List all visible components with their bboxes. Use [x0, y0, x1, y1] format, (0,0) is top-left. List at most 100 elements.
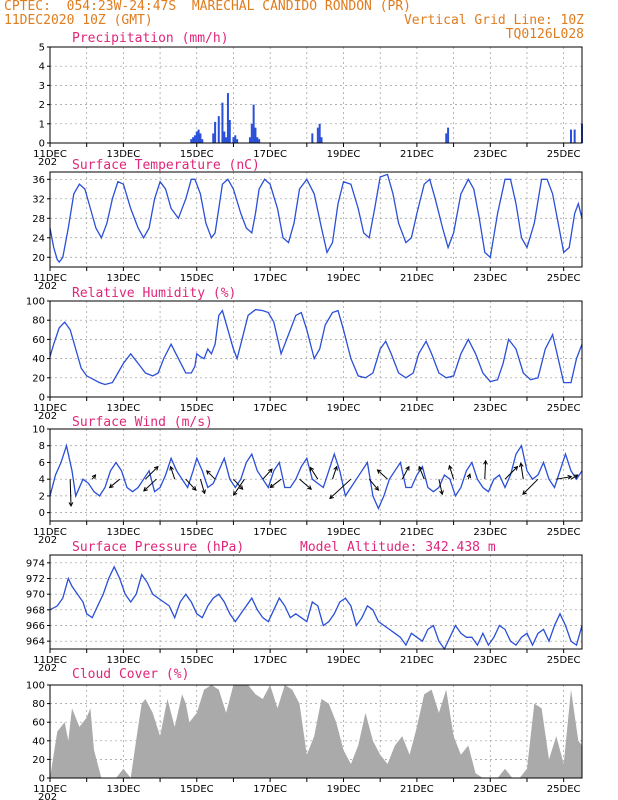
x-tick-label: 21DEC: [400, 527, 434, 538]
x-tick-label: 21DEC: [400, 784, 434, 795]
y-tick-label: 32: [32, 194, 45, 205]
x-tick-label: 11DEC: [33, 655, 67, 666]
panel-5: 0 20 40 60 80 100 11DEC 13DEC 15DEC 17DEC 19DEC 21D…: [26, 667, 583, 800]
x-tick-label: 19DEC: [327, 784, 361, 795]
panel-title: Precipitation (mm/h): [72, 31, 229, 46]
panel-title: Cloud Cover (%): [72, 667, 189, 682]
x-tick-label: 23DEC: [473, 784, 507, 795]
precip-bar: [320, 137, 323, 143]
wind-arrow-head: [483, 459, 488, 465]
y-tick-label: 20: [32, 253, 45, 264]
wind-arrow-head: [153, 465, 159, 471]
x-tick-label: 25DEC: [547, 403, 581, 414]
x-tick-label: 19DEC: [327, 273, 361, 284]
x-tick-label: 15DEC: [180, 784, 214, 795]
y-tick-label: 100: [26, 681, 45, 692]
panel-title: Surface Wind (m/s): [72, 415, 213, 430]
wind-arrow-head: [329, 494, 334, 500]
series-line: [49, 173, 583, 264]
wind-arrow-head: [333, 465, 338, 471]
wind-arrow-shaft: [522, 478, 539, 495]
plot-frame: [49, 428, 583, 522]
wind-arrow-shaft: [438, 479, 443, 495]
y-tick-label: 6: [39, 458, 45, 469]
plot-frame: [49, 46, 583, 144]
precip-bar: [199, 133, 202, 143]
y-tick-label: 80: [32, 699, 45, 710]
x-tick-label: 17DEC: [253, 527, 287, 538]
wind-arrow: [570, 474, 579, 480]
wind-arrow-shaft: [504, 466, 518, 480]
x-tick-label: 17DEC: [253, 273, 287, 284]
wind-arrow: [199, 479, 206, 495]
panel-0: 0 1 2 3 4 5 11DEC 13DEC 15DEC 17DEC 19DEC 21DEC 23DE…: [33, 31, 583, 168]
y-tick-label: 100: [26, 297, 45, 308]
panel-1: 20 24 28 32 36 11DEC 13DEC 15DEC 17DEC 19DEC 21DEC…: [32, 158, 583, 292]
wind-arrow: [185, 478, 197, 491]
wind-arrow-head: [206, 470, 211, 475]
x-tick-label: 15DEC: [180, 527, 214, 538]
wind-arrow-head: [376, 469, 382, 474]
wind-arrow-head: [238, 485, 244, 490]
x-tick-label: 19DEC: [327, 655, 361, 666]
y-tick-label: 24: [32, 233, 45, 244]
wind-arrow: [438, 479, 444, 496]
y-tick-label: 0: [39, 139, 45, 150]
precip-bar: [214, 121, 217, 143]
wind-arrow: [448, 464, 455, 480]
precip-bar: [190, 139, 193, 143]
precip-bar: [225, 137, 228, 143]
x-tick-label: 13DEC: [107, 403, 141, 414]
x-tick-label: 25DEC: [547, 273, 581, 284]
precip-bar: [226, 93, 229, 143]
wind-arrow-head: [169, 465, 174, 471]
x-year-label: 202: [38, 281, 57, 292]
x-tick-label: 13DEC: [107, 149, 141, 160]
precip-bar: [192, 137, 195, 143]
wind-arrow: [68, 479, 74, 507]
wind-arrow-shaft: [448, 465, 455, 480]
wind-arrow: [269, 478, 282, 489]
wind-arrow-shaft: [556, 476, 572, 480]
model-altitude-label: Model Altitude: 342.438 m: [300, 540, 496, 555]
precip-bar: [252, 104, 255, 143]
y-tick-label: 8: [39, 441, 45, 452]
x-tick-label: 17DEC: [253, 655, 287, 666]
wind-arrow: [522, 478, 539, 495]
wind-arrow: [376, 469, 388, 480]
wind-arrow-shaft: [309, 467, 319, 480]
precip-bar: [232, 137, 235, 143]
panel-2: 0 20 40 60 80 100 11DEC 13DEC 15DEC 17DEC 19DEC 21D…: [26, 286, 583, 422]
wind-arrow-shaft: [109, 478, 121, 488]
header-line2-left: 11DEC2020 10Z (GMT): [4, 13, 153, 28]
y-tick-label: 0: [39, 774, 45, 785]
y-tick-label: 2: [39, 491, 45, 502]
wind-arrow-shaft: [520, 463, 524, 480]
x-tick-label: 23DEC: [473, 403, 507, 414]
x-tick-label: 23DEC: [473, 527, 507, 538]
precip-bar: [316, 127, 319, 143]
wind-arrow-shaft: [329, 478, 352, 499]
wind-arrow-head: [309, 466, 315, 472]
precip-bar: [250, 123, 253, 143]
wind-arrow-head: [108, 483, 114, 489]
precip-bar: [447, 127, 450, 143]
y-tick-label: 20: [32, 373, 45, 384]
x-tick-label: 15DEC: [180, 149, 214, 160]
x-tick-label: 11DEC: [33, 784, 67, 795]
wind-arrow: [309, 466, 319, 480]
x-tick-label: 11DEC: [33, 527, 67, 538]
x-tick-label: 21DEC: [400, 403, 434, 414]
panel-title: Surface Pressure (hPa): [72, 540, 244, 555]
wind-arrow-shaft: [199, 479, 206, 494]
x-tick-label: 25DEC: [547, 149, 581, 160]
y-tick-label: 5: [39, 43, 45, 54]
y-tick-label: 972: [26, 574, 45, 585]
wind-arrow-shaft: [170, 466, 176, 480]
x-tick-label: 15DEC: [180, 403, 214, 414]
precip-bar: [311, 133, 314, 143]
y-tick-label: 4: [39, 475, 45, 486]
plot-frame: [49, 554, 583, 650]
wind-arrow-shaft: [418, 466, 425, 480]
plot-frame: [49, 300, 583, 398]
